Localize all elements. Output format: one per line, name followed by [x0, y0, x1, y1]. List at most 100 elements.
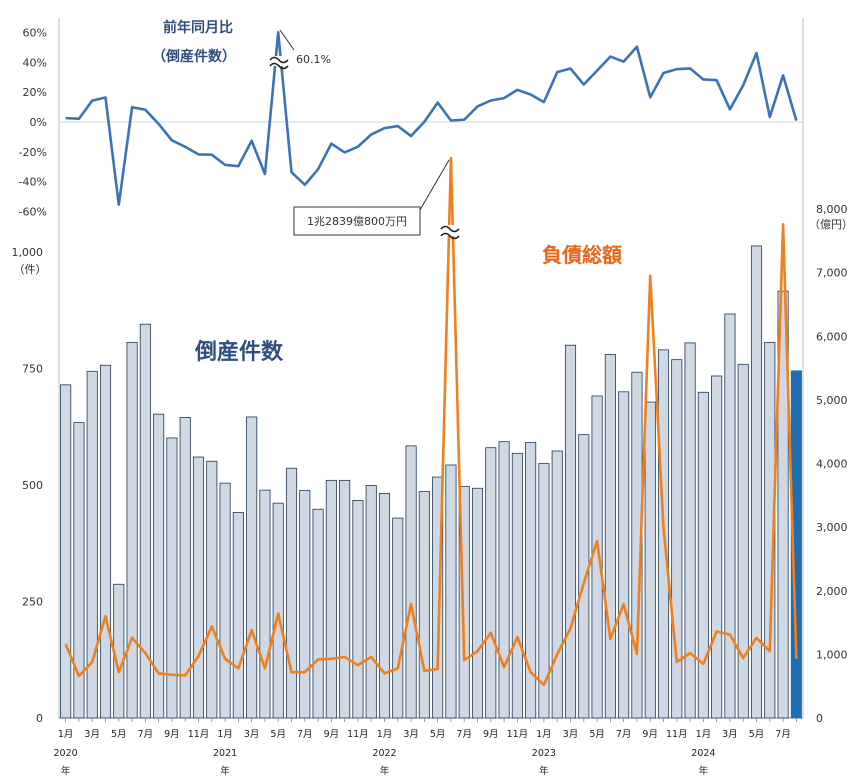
count-bar [591, 395, 603, 719]
month-label: 9月 [324, 729, 340, 740]
yoy-subtitle: （倒産件数） [152, 48, 236, 65]
count-bar [365, 485, 377, 719]
count-bar [272, 502, 284, 719]
count-bar [219, 482, 231, 719]
yoy-line [65, 30, 798, 207]
count-bar [285, 467, 298, 719]
debt-line [64, 156, 798, 687]
month-label: 3月 [84, 729, 100, 740]
debt-tick-label: 7,000 [816, 267, 848, 280]
month-label: 5月 [589, 729, 605, 740]
count-tick-label: 0 [36, 712, 43, 725]
yoy-tick-label: 60% [23, 26, 47, 39]
debt-unit-label: （億円） [809, 218, 853, 231]
month-label: 11月 [188, 729, 210, 740]
count-bar [312, 508, 324, 719]
count-bar [618, 391, 630, 719]
month-label: 9月 [483, 729, 499, 740]
month-label: 1月 [696, 729, 712, 740]
count-bar [471, 487, 484, 719]
yoy-title: 前年同月比 [163, 19, 233, 36]
count-bar [418, 491, 430, 719]
count-bar [352, 499, 364, 719]
count-bar [259, 489, 271, 719]
month-label: 5月 [430, 729, 446, 740]
month-label: 7月 [775, 729, 791, 740]
month-label: 1月 [377, 729, 393, 740]
month-label: 1月 [58, 729, 74, 740]
debt-tick-label: 0 [816, 712, 823, 725]
count-bar [325, 479, 337, 719]
month-label: 5月 [749, 729, 765, 740]
year-suffix-label: 年 [220, 765, 230, 777]
count-title: 倒産件数 [194, 339, 284, 365]
debt-annotation: 1兆2839億800万円 [307, 215, 407, 228]
month-label: 7月 [456, 729, 472, 740]
yoy-tick-label: 20% [23, 86, 47, 99]
count-bar [299, 490, 311, 719]
year-suffix-label: 年 [61, 765, 71, 777]
count-bar [737, 363, 749, 719]
month-label: 9月 [642, 729, 658, 740]
count-bar [564, 344, 577, 719]
month-label: 7月 [138, 729, 154, 740]
month-label: 9月 [164, 729, 180, 740]
year-label: 2024 [691, 748, 715, 759]
yoy-callout-line [279, 29, 295, 51]
year-suffix-label: 年 [380, 765, 390, 777]
count-bar [578, 434, 590, 719]
count-tick-label: 750 [22, 363, 43, 376]
count-tick-label: 500 [22, 479, 43, 492]
count-bar [711, 375, 723, 719]
count-unit-label: （件） [14, 263, 47, 276]
month-label: 1月 [217, 729, 233, 740]
debt-tick-label: 4,000 [816, 458, 848, 471]
count-bar [113, 583, 125, 719]
axis-ticks: 60% 40% 20% 0% -20% -40% -60% 1,000 750 500 250 0 8,… [12, 26, 848, 777]
month-label: 3月 [403, 729, 419, 740]
yoy-tick-label: 40% [23, 56, 47, 69]
count-bar [192, 456, 205, 719]
count-bar [405, 445, 417, 719]
debt-tick-label: 2,000 [816, 585, 848, 598]
yoy-break-mark [268, 56, 290, 70]
month-label: 7月 [616, 729, 632, 740]
debt-tick-label: 5,000 [816, 394, 848, 407]
year-label: 2022 [372, 748, 396, 759]
count-bars [60, 245, 802, 719]
month-label: 7月 [297, 729, 313, 740]
count-tick-label: 250 [22, 596, 43, 609]
debt-annotation-box [293, 206, 421, 236]
count-bar [339, 479, 351, 719]
count-bar [60, 384, 72, 719]
count-bar [246, 416, 258, 719]
month-label: 5月 [270, 729, 286, 740]
yoy-tick-label: -20% [19, 146, 47, 159]
debt-tick-label: 1,000 [816, 648, 848, 661]
count-bar [392, 517, 404, 719]
month-label: 3月 [563, 729, 579, 740]
yoy-annotation: 60.1% [296, 53, 331, 66]
debt-tick-label: 8,000 [816, 203, 848, 216]
month-label: 1月 [536, 729, 552, 740]
count-bar [206, 460, 218, 719]
debt-tick-label: 6,000 [816, 330, 848, 343]
month-label: 11月 [507, 729, 529, 740]
year-suffix-label: 年 [539, 765, 549, 777]
month-label: 3月 [722, 729, 738, 740]
count-bar [378, 492, 391, 719]
month-label: 5月 [111, 729, 127, 740]
count-bar [232, 512, 244, 719]
yoy-tick-label: 0% [30, 116, 47, 129]
count-bar [179, 417, 191, 719]
debt-break-mark [440, 225, 462, 240]
count-bar [498, 441, 510, 719]
year-suffix-label: 年 [699, 765, 709, 777]
debt-title: 負債総額 [542, 243, 622, 267]
debt-callout-line [419, 159, 450, 211]
count-bar [724, 313, 736, 719]
yoy-tick-label: -40% [19, 176, 47, 189]
count-bar [750, 245, 763, 719]
debt-tick-label: 3,000 [816, 521, 848, 534]
